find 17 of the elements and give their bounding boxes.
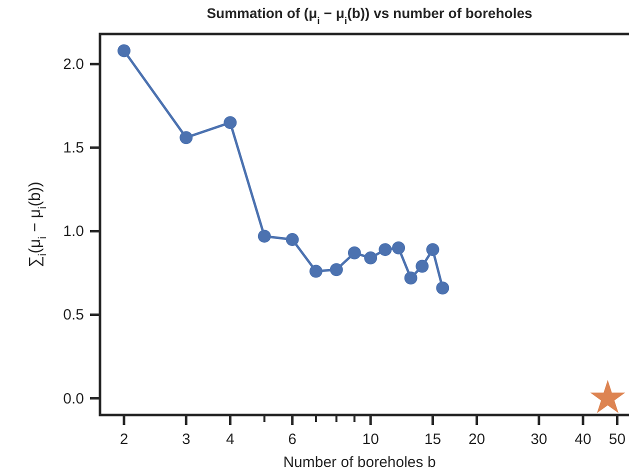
y-tick-label: 2.0	[63, 56, 84, 74]
x-tick-label: 30	[530, 431, 548, 448]
y-tick-label: 1.0	[63, 223, 84, 240]
x-tick-label: 20	[468, 431, 486, 448]
x-axis-title: Number of boreholes b	[283, 454, 436, 471]
y-tick-label: 0.0	[63, 390, 84, 408]
x-tick-label: 15	[424, 431, 442, 448]
x-tick-label: 4	[226, 431, 234, 448]
x-tick-label: 50	[608, 431, 626, 448]
x-tick-label: 3	[182, 431, 190, 448]
x-tick-label: 10	[362, 431, 379, 448]
chart-title: Summation of (μ$_{i}$ − μ$_{i}$(b)) vs number of boreholes	[206, 5, 532, 26]
x-tick-label: 6	[288, 431, 297, 448]
x-tick-label: 40	[574, 431, 592, 448]
x-tick-label: 2	[120, 431, 128, 448]
y-tick-label: 0.5	[63, 306, 84, 324]
y-tick-label: 1.5	[63, 140, 84, 157]
